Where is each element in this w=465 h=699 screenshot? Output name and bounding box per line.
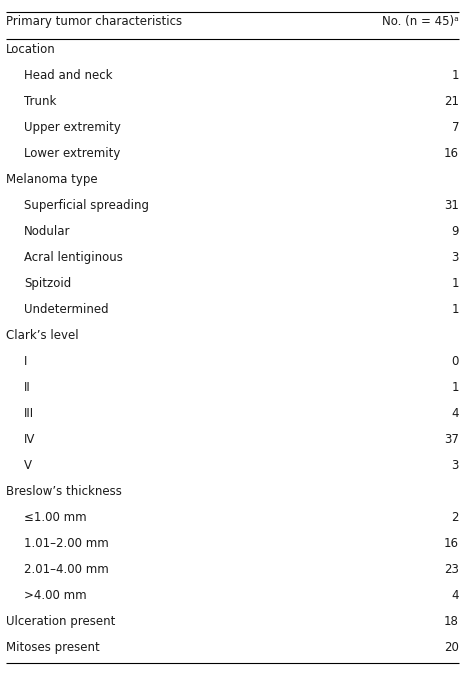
Text: 4: 4 — [452, 407, 459, 420]
Text: Undetermined: Undetermined — [24, 303, 109, 316]
Text: 1: 1 — [452, 69, 459, 82]
Text: 2: 2 — [452, 511, 459, 524]
Text: 1: 1 — [452, 277, 459, 290]
Text: Nodular: Nodular — [24, 225, 71, 238]
Text: 37: 37 — [444, 433, 459, 446]
Text: Location: Location — [6, 43, 56, 56]
Text: Breslow’s thickness: Breslow’s thickness — [6, 485, 122, 498]
Text: 16: 16 — [444, 537, 459, 550]
Text: No. (n = 45)ᵃ: No. (n = 45)ᵃ — [382, 15, 459, 28]
Text: Ulceration present: Ulceration present — [6, 615, 115, 628]
Text: 23: 23 — [444, 563, 459, 576]
Text: 2.01–4.00 mm: 2.01–4.00 mm — [24, 563, 109, 576]
Text: 0: 0 — [452, 355, 459, 368]
Text: 20: 20 — [444, 641, 459, 654]
Text: Mitoses present: Mitoses present — [6, 641, 100, 654]
Text: Acral lentiginous: Acral lentiginous — [24, 251, 123, 264]
Text: Trunk: Trunk — [24, 95, 56, 108]
Text: IV: IV — [24, 433, 35, 446]
Text: 3: 3 — [452, 251, 459, 264]
Text: Clark’s level: Clark’s level — [6, 329, 79, 342]
Text: Upper extremity: Upper extremity — [24, 121, 121, 134]
Text: 9: 9 — [452, 225, 459, 238]
Text: Head and neck: Head and neck — [24, 69, 113, 82]
Text: 16: 16 — [444, 147, 459, 160]
Text: 4: 4 — [452, 589, 459, 602]
Text: 31: 31 — [444, 199, 459, 212]
Text: I: I — [24, 355, 27, 368]
Text: 21: 21 — [444, 95, 459, 108]
Text: 3: 3 — [452, 459, 459, 472]
Text: ≤1.00 mm: ≤1.00 mm — [24, 511, 86, 524]
Text: Superficial spreading: Superficial spreading — [24, 199, 149, 212]
Text: 1: 1 — [452, 303, 459, 316]
Text: 7: 7 — [452, 121, 459, 134]
Text: Spitzoid: Spitzoid — [24, 277, 71, 290]
Text: Melanoma type: Melanoma type — [6, 173, 98, 186]
Text: >4.00 mm: >4.00 mm — [24, 589, 86, 602]
Text: Primary tumor characteristics: Primary tumor characteristics — [6, 15, 182, 28]
Text: III: III — [24, 407, 34, 420]
Text: II: II — [24, 381, 31, 394]
Text: 1.01–2.00 mm: 1.01–2.00 mm — [24, 537, 109, 550]
Text: 18: 18 — [444, 615, 459, 628]
Text: V: V — [24, 459, 32, 472]
Text: 1: 1 — [452, 381, 459, 394]
Text: Lower extremity: Lower extremity — [24, 147, 120, 160]
